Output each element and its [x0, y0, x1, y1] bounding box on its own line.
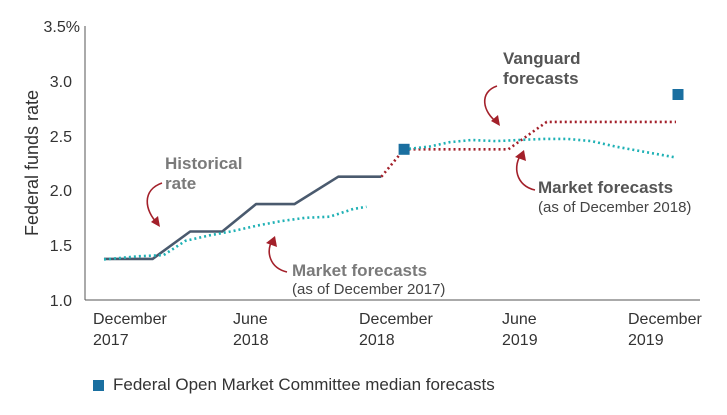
- y-tick-label: 2.5: [50, 129, 72, 146]
- x-tick-label: 2019: [628, 332, 664, 349]
- y-tick-label: 2.0: [50, 183, 72, 200]
- fomc-marker-1: [672, 89, 684, 100]
- annotation-market-2017-title: Market forecasts: [292, 261, 427, 280]
- series-layer: [103, 120, 677, 261]
- market-2018-arrow-head: [515, 150, 526, 161]
- y-tick-labels: 3.5% 3.0 2.5 2.0 1.5 1.0: [44, 19, 80, 310]
- y-tick-label: 3.0: [50, 74, 72, 91]
- y-tick-label: 1.5: [50, 238, 72, 255]
- fomc-marker-layer: [398, 89, 684, 155]
- annotation-historical-line2: rate: [165, 174, 196, 193]
- annotation-historical-line1: Historical: [165, 154, 242, 173]
- legend-square-icon: [93, 379, 104, 391]
- annotation-vanguard-line2: forecasts: [503, 69, 579, 88]
- y-tick-label: 1.0: [50, 293, 72, 310]
- x-tick-label: December: [93, 311, 167, 328]
- annotation-market-2018-title: Market forecasts: [538, 178, 673, 197]
- y-axis-label: Federal funds rate: [22, 90, 42, 236]
- x-tick-labels: December 2017 June 2018 December 2018 Ju…: [93, 311, 702, 349]
- federal-funds-chart: Federal funds rate 3.5% 3.0 2.5 2.0 1.5 …: [22, 19, 702, 349]
- fomc-marker-0: [398, 143, 410, 155]
- annotation-arrows: [146, 85, 536, 273]
- x-tick-label: 2017: [93, 332, 129, 349]
- annotation-vanguard-line1: Vanguard: [503, 49, 580, 68]
- series-line-0: [104, 175, 382, 261]
- y-tick-label: 3.5%: [44, 19, 80, 36]
- x-tick-label: 2018: [233, 332, 269, 349]
- x-tick-label: 2018: [359, 332, 395, 349]
- x-tick-label: June: [502, 311, 537, 328]
- annotation-market-2018-note: (as of December 2018): [538, 199, 691, 216]
- historical-arrow-head: [151, 216, 160, 227]
- historical-arrow: [146, 182, 163, 225]
- vanguard-arrow-head: [491, 115, 500, 126]
- market-2017-arrow-head: [266, 236, 277, 247]
- series-line-2: [103, 205, 367, 261]
- x-tick-label: 2019: [502, 332, 538, 349]
- legend-label: Federal Open Market Committee median for…: [113, 375, 495, 394]
- x-tick-label: December: [628, 311, 702, 328]
- series-line-1: [380, 120, 676, 178]
- legend: Federal Open Market Committee median for…: [93, 374, 495, 396]
- annotation-market-2017-note: (as of December 2017): [292, 281, 445, 298]
- x-tick-label: December: [359, 311, 433, 328]
- x-tick-label: June: [233, 311, 268, 328]
